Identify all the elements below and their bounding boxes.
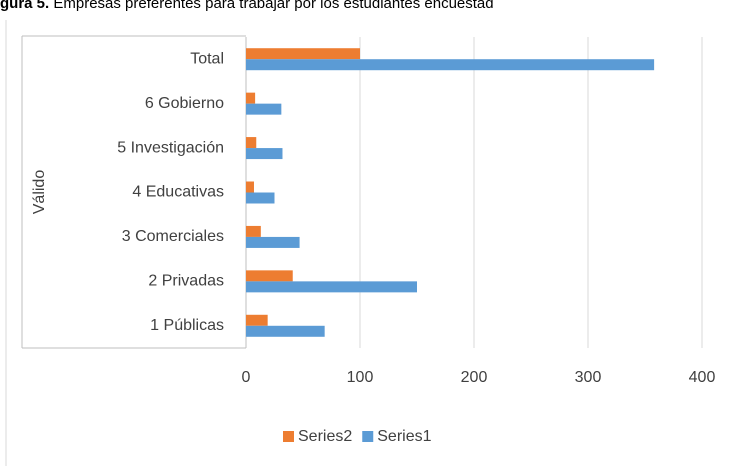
caption: gura 5. Empresas preferentes para trabaj… <box>0 0 494 12</box>
legend-label: Series1 <box>377 428 431 445</box>
y-tick-label: 5 Investigación <box>117 139 224 156</box>
bar <box>246 325 325 337</box>
bar <box>246 48 360 60</box>
x-tick-label: 0 <box>242 369 251 386</box>
bar <box>246 148 283 160</box>
y-tick-label: 3 Comerciales <box>122 228 224 245</box>
bar <box>246 225 261 237</box>
x-tick-label: 400 <box>689 369 716 386</box>
y-tick-label: 4 Educativas <box>132 184 224 201</box>
y-tick-label: 1 Públicas <box>150 317 224 334</box>
y-axis-label: Válido <box>31 170 48 215</box>
bar <box>246 59 655 71</box>
bar <box>246 92 256 104</box>
bar <box>246 181 254 193</box>
x-tick-label: 300 <box>575 369 602 386</box>
caption-label: gura 5. <box>0 0 49 12</box>
y-tick-label: Total <box>190 50 224 67</box>
legend-label: Series2 <box>298 428 352 445</box>
y-tick-label: 6 Gobierno <box>145 95 224 112</box>
bar <box>246 103 282 115</box>
bar <box>246 314 268 326</box>
bar <box>246 281 417 293</box>
x-tick-label: 200 <box>461 369 488 386</box>
bar <box>246 137 257 149</box>
bar <box>246 270 293 282</box>
x-tick-label: 100 <box>347 369 374 386</box>
legend-swatch <box>283 431 294 442</box>
y-tick-label: 2 Privadas <box>148 273 224 290</box>
bar <box>246 236 300 248</box>
bar <box>246 192 275 204</box>
caption-text: Empresas preferentes para trabajar por l… <box>53 0 493 12</box>
legend-swatch <box>362 431 374 442</box>
